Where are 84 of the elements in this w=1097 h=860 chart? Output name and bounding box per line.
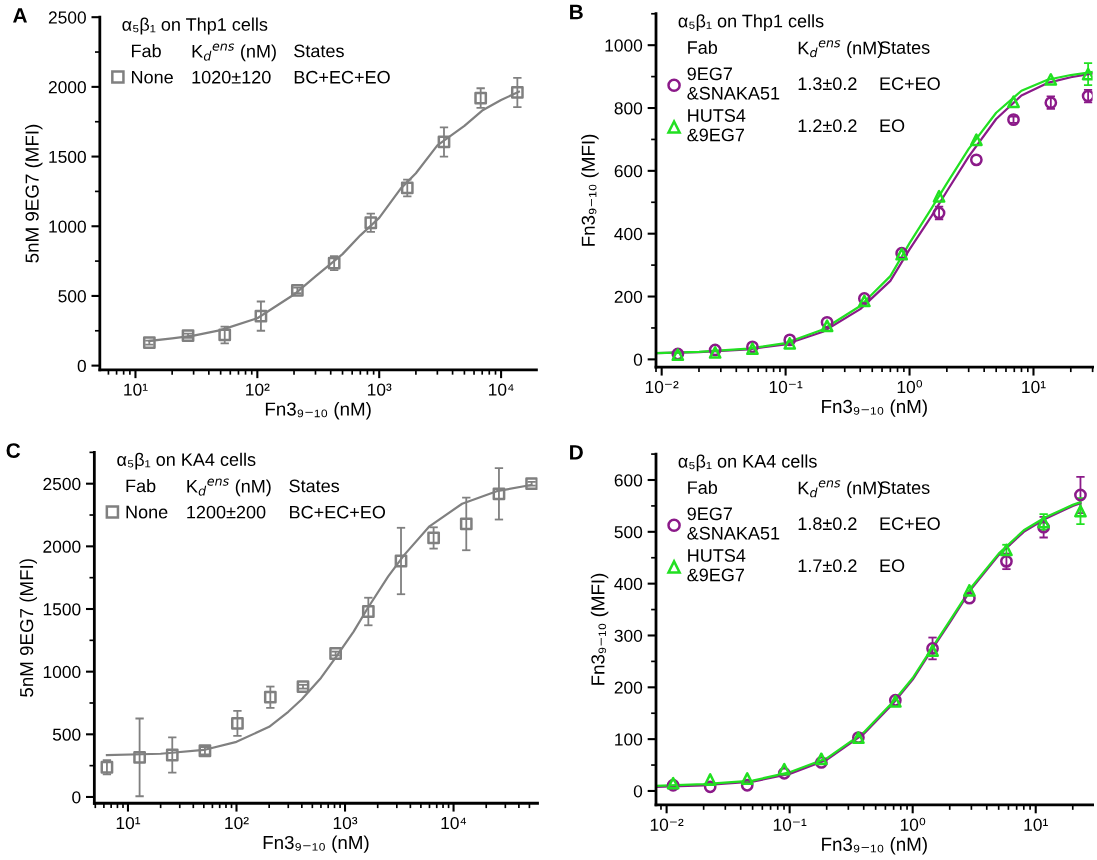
legend-label: HUTS4 &9EG7 bbox=[687, 549, 746, 582]
annotation: States bbox=[289, 479, 340, 493]
x-tick-label: 10⁰ bbox=[900, 817, 926, 831]
y-tick-label: 1000 bbox=[49, 220, 86, 233]
y-tick-label: 0 bbox=[72, 791, 81, 804]
y-tick-label: 200 bbox=[614, 681, 643, 694]
y-axis-title: Fn3₉₋₁₀ (MFI) bbox=[590, 573, 609, 685]
y-axis-title: 5nM 9EG7 (MFI) bbox=[19, 559, 37, 697]
chart-title: A bbox=[13, 8, 27, 23]
annotation: BC+EC+EO bbox=[290, 505, 386, 519]
y-tick-label: 400 bbox=[614, 227, 643, 241]
chart-subtitle: α₅β₁ on KA4 cells bbox=[678, 454, 817, 472]
y-tick-label: 0 bbox=[633, 785, 643, 798]
x-tick-label: 10⁻² bbox=[645, 380, 679, 394]
chart-title: B bbox=[570, 4, 583, 20]
chart-subtitle: α₅β₁ on Thp1 cells bbox=[678, 14, 824, 32]
y-tick-label: 2000 bbox=[48, 81, 86, 94]
annotation: 1.8±0.2 bbox=[798, 517, 857, 531]
x-tick-label: 10¹ bbox=[1022, 380, 1046, 394]
annotation: 1.7±0.2 bbox=[798, 559, 857, 573]
chart-subtitle: α₅β₁ on Thp1 cells bbox=[122, 17, 268, 35]
annotation: K$_{d}$$^{ens}$ (nM) bbox=[798, 480, 883, 498]
legend-label: 9EG7 &SNAKA51 bbox=[687, 67, 780, 100]
y-tick-label: 200 bbox=[614, 290, 643, 303]
x-tick-label: 10² bbox=[225, 816, 249, 830]
y-tick-label: 500 bbox=[52, 728, 81, 741]
annotation: 1020±120 bbox=[192, 70, 271, 84]
annotation: K$_{d}$$^{ens}$ (nM) bbox=[187, 478, 271, 497]
annotation: BC+EC+EO bbox=[294, 70, 390, 84]
chart-title: D bbox=[570, 445, 583, 460]
annotation: Fab bbox=[688, 40, 718, 54]
y-tick-label: 2500 bbox=[43, 477, 81, 491]
annotation: 1200±200 bbox=[187, 505, 266, 519]
y-tick-label: 1500 bbox=[49, 150, 86, 164]
annotation: 1.3±0.2 bbox=[798, 77, 857, 91]
y-tick-label: 1500 bbox=[43, 603, 81, 616]
x-tick-label: 10³ bbox=[367, 383, 392, 396]
x-axis-title: Fn3₉₋₁₀ (nM) bbox=[265, 401, 371, 420]
x-tick-label: 10² bbox=[246, 383, 270, 396]
x-tick-label: 10⁰ bbox=[897, 380, 923, 394]
y-tick-label: 0 bbox=[77, 359, 86, 373]
y-tick-label: 1000 bbox=[605, 39, 643, 52]
annotation: EO bbox=[880, 559, 905, 573]
annotation: Fab bbox=[688, 480, 718, 495]
y-tick-label: 100 bbox=[615, 733, 643, 746]
legend-label: 9EG7 &SNAKA51 bbox=[687, 507, 780, 540]
annotation: EO bbox=[880, 119, 905, 133]
annotation: States bbox=[294, 44, 344, 58]
annotation: Fab bbox=[126, 479, 156, 493]
y-tick-label: 600 bbox=[614, 474, 643, 487]
legend-label: HUTS4 &9EG7 bbox=[687, 109, 746, 142]
y-tick-label: 600 bbox=[614, 165, 643, 178]
y-tick-label: 2500 bbox=[48, 11, 86, 24]
chart-title: C bbox=[6, 443, 21, 458]
x-tick-label: 10⁻² bbox=[650, 818, 684, 831]
annotation: EC+EO bbox=[880, 77, 940, 91]
y-axis-title: Fn3₉₋₁₀ (MFI) bbox=[581, 134, 599, 246]
chart-subtitle: α₅β₁ on KA4 cells bbox=[117, 452, 256, 470]
legend-label: None bbox=[132, 70, 173, 84]
y-tick-label: 500 bbox=[614, 525, 643, 539]
y-axis-title: 5nM 9EG7 (MFI) bbox=[24, 124, 43, 263]
x-tick-label: 10⁻¹ bbox=[769, 380, 803, 394]
y-tick-label: 300 bbox=[614, 629, 643, 642]
x-axis-title: Fn3₉₋₁₀ (nM) bbox=[822, 837, 927, 855]
annotation: EC+EO bbox=[880, 517, 940, 531]
x-axis-title: Fn3₉₋₁₀ (nM) bbox=[822, 399, 927, 417]
annotation: 1.2±0.2 bbox=[798, 119, 857, 133]
y-tick-label: 500 bbox=[58, 290, 86, 303]
x-tick-label: 10⁴ bbox=[489, 383, 514, 396]
y-tick-label: 1000 bbox=[43, 665, 81, 679]
legend-label: None bbox=[126, 505, 168, 519]
y-tick-label: 2000 bbox=[43, 540, 81, 553]
x-tick-label: 10¹ bbox=[124, 383, 148, 396]
x-tick-label: 10¹ bbox=[1024, 818, 1048, 831]
x-tick-label: 10³ bbox=[333, 816, 358, 830]
y-tick-label: 400 bbox=[614, 577, 643, 591]
annotation: Fab bbox=[132, 44, 161, 58]
x-tick-label: 10¹ bbox=[116, 816, 141, 830]
x-axis-title: Fn3₉₋₁₀ (nM) bbox=[263, 835, 369, 853]
y-tick-label: 800 bbox=[614, 102, 643, 115]
annotation: K$_{d}$$^{ens}$ (nM) bbox=[192, 43, 276, 62]
x-tick-label: 10⁴ bbox=[441, 816, 467, 830]
x-tick-label: 10⁻¹ bbox=[773, 818, 807, 831]
y-tick-label: 0 bbox=[633, 353, 643, 366]
